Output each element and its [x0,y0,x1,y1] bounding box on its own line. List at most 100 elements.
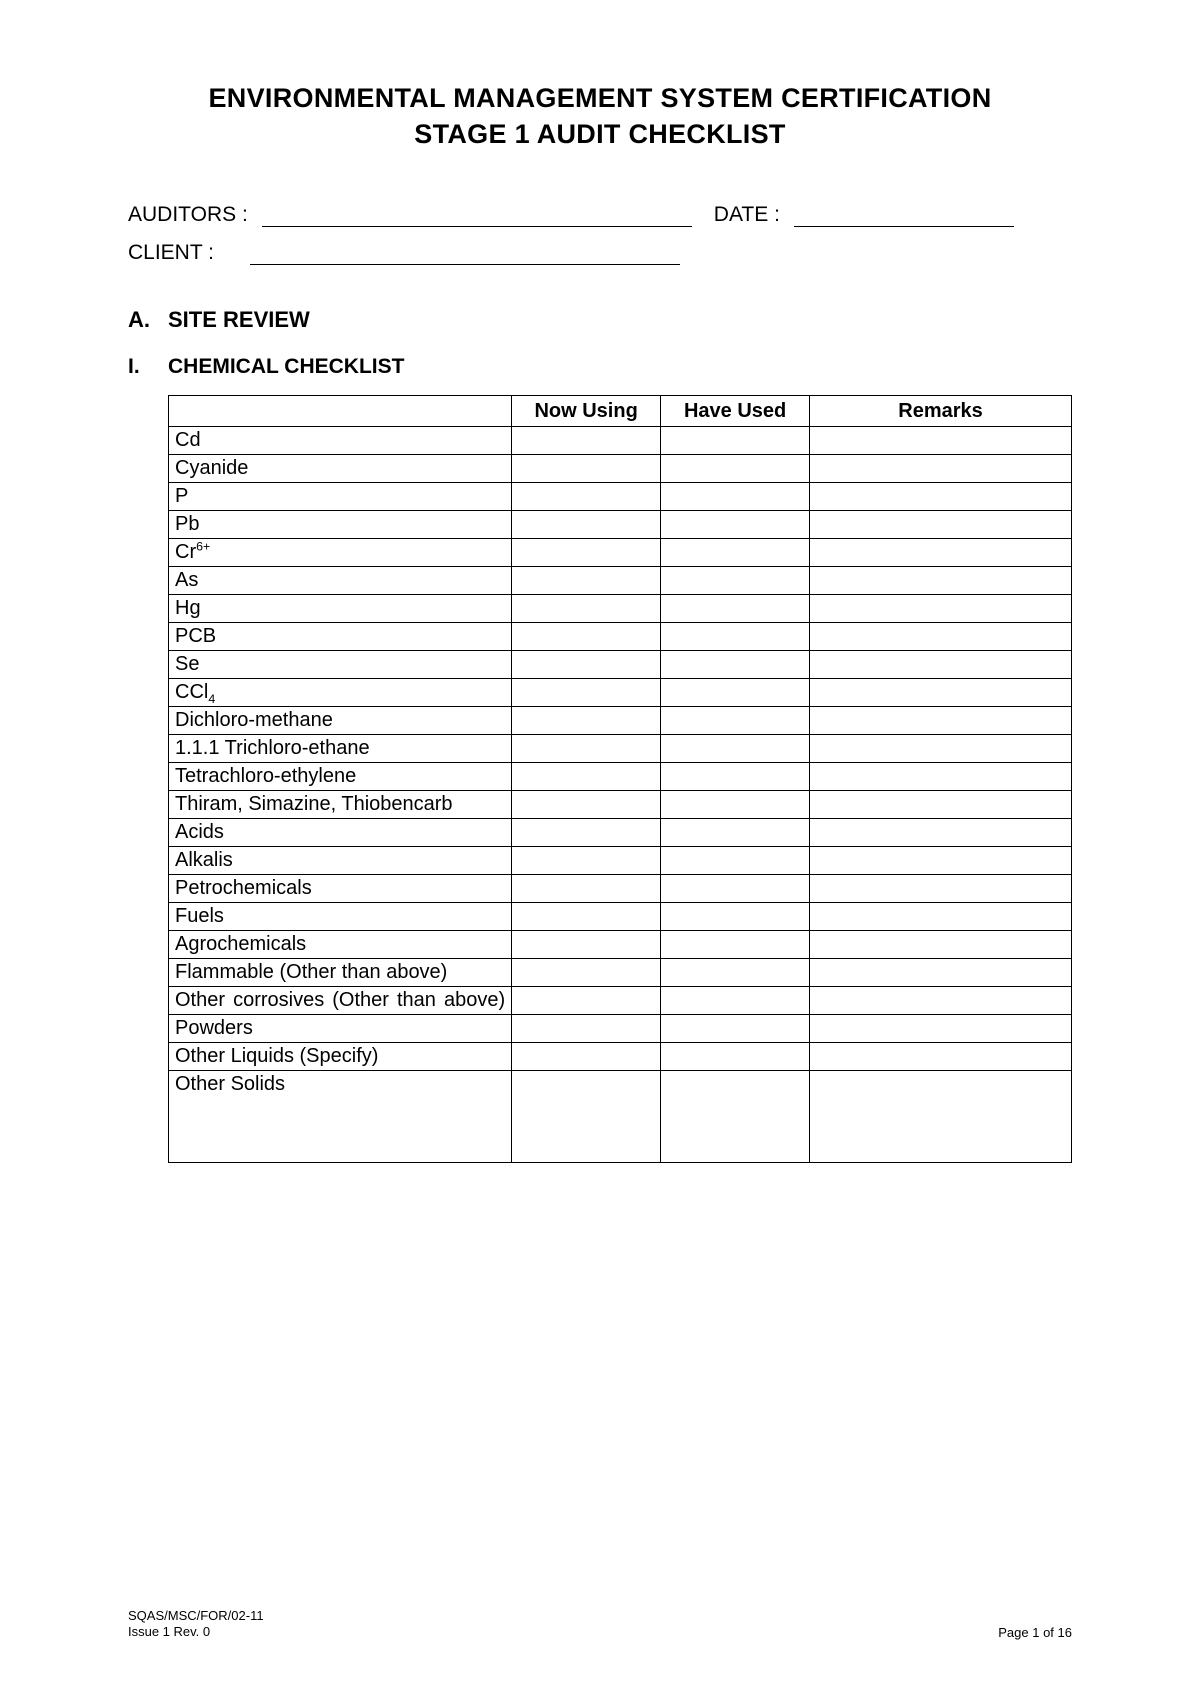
chemical-cell: Other corrosives (Other than above) [169,986,512,1014]
have-used-cell[interactable] [661,426,810,454]
have-used-cell[interactable] [661,538,810,566]
remarks-cell[interactable] [810,482,1072,510]
table-row: Other Solids [169,1070,1072,1162]
remarks-cell[interactable] [810,818,1072,846]
have-used-cell[interactable] [661,762,810,790]
remarks-cell[interactable] [810,706,1072,734]
page-footer: SQAS/MSC/FOR/02-11 Issue 1 Rev. 0 Page 1… [128,1608,1072,1641]
chemical-table-wrap: Now Using Have Used Remarks CdCyanidePPb… [168,395,1072,1163]
remarks-cell[interactable] [810,426,1072,454]
have-used-cell[interactable] [661,650,810,678]
remarks-cell[interactable] [810,566,1072,594]
table-row: Petrochemicals [169,874,1072,902]
now-using-cell[interactable] [512,762,661,790]
have-used-cell[interactable] [661,482,810,510]
table-row: Acids [169,818,1072,846]
remarks-cell[interactable] [810,650,1072,678]
remarks-cell[interactable] [810,874,1072,902]
have-used-cell[interactable] [661,958,810,986]
have-used-cell[interactable] [661,594,810,622]
now-using-cell[interactable] [512,678,661,706]
remarks-cell[interactable] [810,790,1072,818]
remarks-cell[interactable] [810,734,1072,762]
title-line-1: ENVIRONMENTAL MANAGEMENT SYSTEM CERTIFIC… [209,83,992,113]
now-using-cell[interactable] [512,650,661,678]
have-used-cell[interactable] [661,930,810,958]
table-row: Cd [169,426,1072,454]
have-used-cell[interactable] [661,1014,810,1042]
now-using-cell[interactable] [512,874,661,902]
have-used-cell[interactable] [661,902,810,930]
chemical-cell: Cd [169,426,512,454]
now-using-cell[interactable] [512,482,661,510]
remarks-cell[interactable] [810,930,1072,958]
now-using-cell[interactable] [512,426,661,454]
have-used-cell[interactable] [661,1042,810,1070]
now-using-cell[interactable] [512,706,661,734]
remarks-cell[interactable] [810,986,1072,1014]
page-title: ENVIRONMENTAL MANAGEMENT SYSTEM CERTIFIC… [128,80,1072,153]
now-using-cell[interactable] [512,902,661,930]
remarks-cell[interactable] [810,958,1072,986]
have-used-cell[interactable] [661,706,810,734]
now-using-cell[interactable] [512,958,661,986]
remarks-cell[interactable] [810,622,1072,650]
now-using-cell[interactable] [512,930,661,958]
remarks-cell[interactable] [810,510,1072,538]
now-using-cell[interactable] [512,818,661,846]
client-input-line[interactable] [250,243,680,265]
table-row: Dichloro-methane [169,706,1072,734]
remarks-cell[interactable] [810,678,1072,706]
have-used-cell[interactable] [661,510,810,538]
have-used-cell[interactable] [661,454,810,482]
chemical-cell: Thiram, Simazine, Thiobencarb [169,790,512,818]
chemical-cell: CCl4 [169,678,512,706]
chemical-cell: Hg [169,594,512,622]
chemical-cell: PCB [169,622,512,650]
have-used-cell[interactable] [661,846,810,874]
remarks-cell[interactable] [810,594,1072,622]
date-input-line[interactable] [794,205,1014,227]
remarks-cell[interactable] [810,762,1072,790]
now-using-cell[interactable] [512,1070,661,1162]
chemical-cell: Powders [169,1014,512,1042]
have-used-cell[interactable] [661,986,810,1014]
have-used-cell[interactable] [661,678,810,706]
th-remarks: Remarks [810,395,1072,426]
have-used-cell[interactable] [661,790,810,818]
now-using-cell[interactable] [512,986,661,1014]
chemical-cell: Pb [169,510,512,538]
remarks-cell[interactable] [810,1070,1072,1162]
now-using-cell[interactable] [512,622,661,650]
table-row: Fuels [169,902,1072,930]
table-row: Tetrachloro-ethylene [169,762,1072,790]
now-using-cell[interactable] [512,510,661,538]
remarks-cell[interactable] [810,902,1072,930]
now-using-cell[interactable] [512,594,661,622]
now-using-cell[interactable] [512,566,661,594]
now-using-cell[interactable] [512,538,661,566]
now-using-cell[interactable] [512,454,661,482]
have-used-cell[interactable] [661,622,810,650]
remarks-cell[interactable] [810,538,1072,566]
have-used-cell[interactable] [661,1070,810,1162]
th-now-using: Now Using [512,395,661,426]
remarks-cell[interactable] [810,1042,1072,1070]
section-a-text: SITE REVIEW [168,307,310,333]
have-used-cell[interactable] [661,874,810,902]
now-using-cell[interactable] [512,1014,661,1042]
footer-code: SQAS/MSC/FOR/02-11 [128,1608,264,1624]
now-using-cell[interactable] [512,1042,661,1070]
now-using-cell[interactable] [512,846,661,874]
have-used-cell[interactable] [661,818,810,846]
remarks-cell[interactable] [810,1014,1072,1042]
auditors-input-line[interactable] [262,205,692,227]
now-using-cell[interactable] [512,790,661,818]
remarks-cell[interactable] [810,846,1072,874]
have-used-cell[interactable] [661,566,810,594]
now-using-cell[interactable] [512,734,661,762]
section-i-num: I. [128,355,168,379]
chemical-cell: 1.1.1 Trichloro-ethane [169,734,512,762]
have-used-cell[interactable] [661,734,810,762]
remarks-cell[interactable] [810,454,1072,482]
